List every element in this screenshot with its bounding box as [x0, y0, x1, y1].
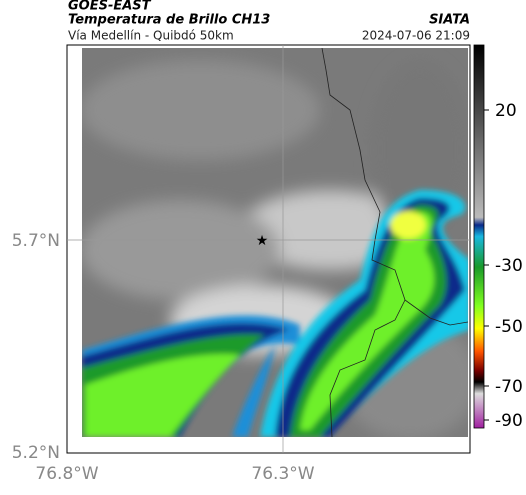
colorbar-label: -30 — [495, 256, 523, 276]
lon-label: 76.3°W — [251, 464, 314, 484]
source: GOES-EAST — [68, 0, 152, 14]
colorbar-label: -50 — [495, 317, 523, 337]
colorbar-ticks — [484, 109, 489, 421]
lat-label: 5.2°N — [12, 443, 60, 463]
colorbar-label: -90 — [495, 411, 523, 431]
lon-label: 76.8°W — [35, 464, 98, 484]
star-marker: ★ — [256, 233, 269, 249]
agency: SIATA — [429, 13, 470, 28]
colorbar-label: -70 — [495, 377, 523, 397]
timestamp: 2024-07-06 21:09 — [362, 29, 470, 43]
lat-label: 5.7°N — [12, 231, 60, 251]
colorbar — [473, 44, 485, 429]
satellite-image — [82, 48, 468, 437]
colorbar-label: 20 — [495, 101, 517, 121]
title: Temperatura de Brillo CH13 — [68, 13, 270, 28]
subtitle: Vía Medellín - Quibdó 50km — [68, 29, 234, 43]
